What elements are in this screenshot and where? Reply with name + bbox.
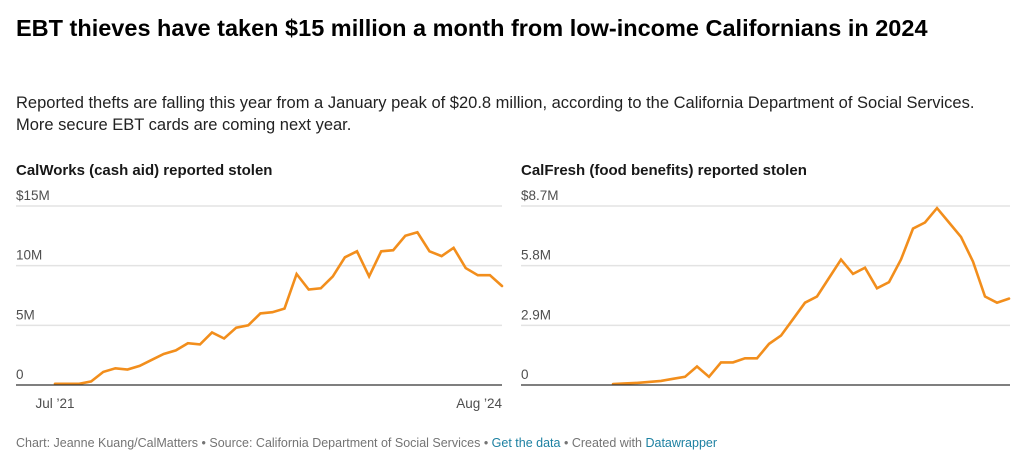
charts-canvas: 0 5M 10M $15M Jul ’21 Aug ’24 0 2.9M 5.8M $8.7M xyxy=(16,188,1011,411)
chart-description: Reported thefts are falling this year fr… xyxy=(16,94,975,134)
calfresh-y-tick-label: 2.9M xyxy=(521,307,551,322)
created-with-text: Created with xyxy=(571,436,646,450)
datawrapper-link[interactable]: Datawrapper xyxy=(645,436,718,450)
calfresh-y-tick-label: 0 xyxy=(521,367,529,382)
footer: Chart: Jeanne Kuang/CalMatters • Source:… xyxy=(16,436,717,450)
get-the-data-link[interactable]: Get the data xyxy=(491,436,561,450)
calworks-x-tick-label: Jul ’21 xyxy=(35,396,74,411)
calworks-y-tick-label: 10M xyxy=(16,248,42,263)
calworks-series-line xyxy=(53,230,504,386)
calfresh-series-line xyxy=(611,206,1011,386)
calworks-y-tick-label: $15M xyxy=(16,188,50,203)
calfresh-y-tick-label: 5.8M xyxy=(521,248,551,263)
separator: • xyxy=(198,436,210,450)
calworks-chart-title: CalWorks (cash aid) reported stolen xyxy=(16,162,273,179)
calfresh-y-tick-label: $8.7M xyxy=(521,188,559,203)
separator: • xyxy=(560,436,572,450)
source-text: Source: California Department of Social … xyxy=(209,436,481,450)
separator: • xyxy=(480,436,492,450)
calfresh-chart-title: CalFresh (food benefits) reported stolen xyxy=(521,162,807,179)
calworks-y-tick-label: 5M xyxy=(16,307,35,322)
chart-headline: EBT thieves have taken $15 million a mon… xyxy=(16,15,928,41)
calworks-y-tick-label: 0 xyxy=(16,367,24,382)
chart-credit: Chart: Jeanne Kuang/CalMatters xyxy=(16,436,199,450)
calworks-x-tick-label: Aug ’24 xyxy=(456,396,502,411)
